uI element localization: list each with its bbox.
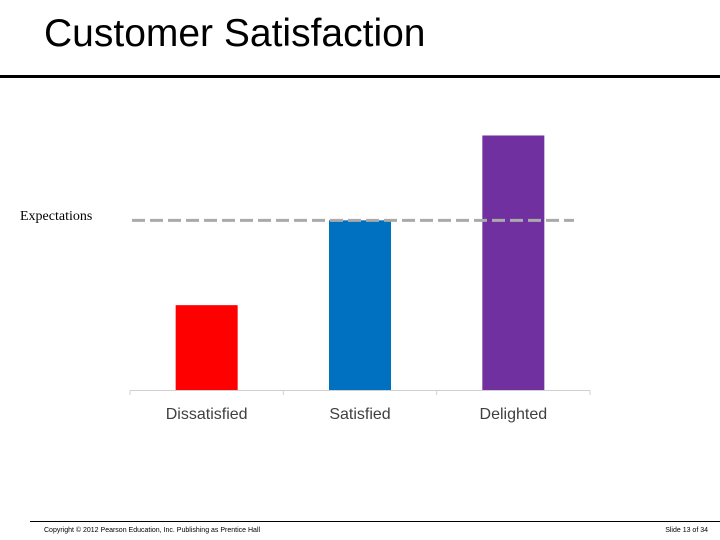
slide-number: Slide 13 of 34 bbox=[665, 527, 708, 534]
x-tick-label-satisfied: Satisfied bbox=[329, 406, 390, 423]
footer-divider bbox=[30, 521, 720, 522]
x-tick-label-dissatisfied: Dissatisfied bbox=[166, 406, 248, 423]
title-divider bbox=[0, 75, 720, 78]
bar-satisfied bbox=[329, 220, 391, 390]
copyright-text: Copyright © 2012 Pearson Education, Inc.… bbox=[44, 527, 261, 534]
slide-title: Customer Satisfaction bbox=[44, 12, 426, 55]
x-tick-label-delighted: Delighted bbox=[480, 406, 548, 423]
bar-delighted bbox=[482, 135, 545, 390]
expectations-label: Expectations bbox=[20, 209, 93, 224]
bar-dissatisfied bbox=[175, 305, 238, 390]
